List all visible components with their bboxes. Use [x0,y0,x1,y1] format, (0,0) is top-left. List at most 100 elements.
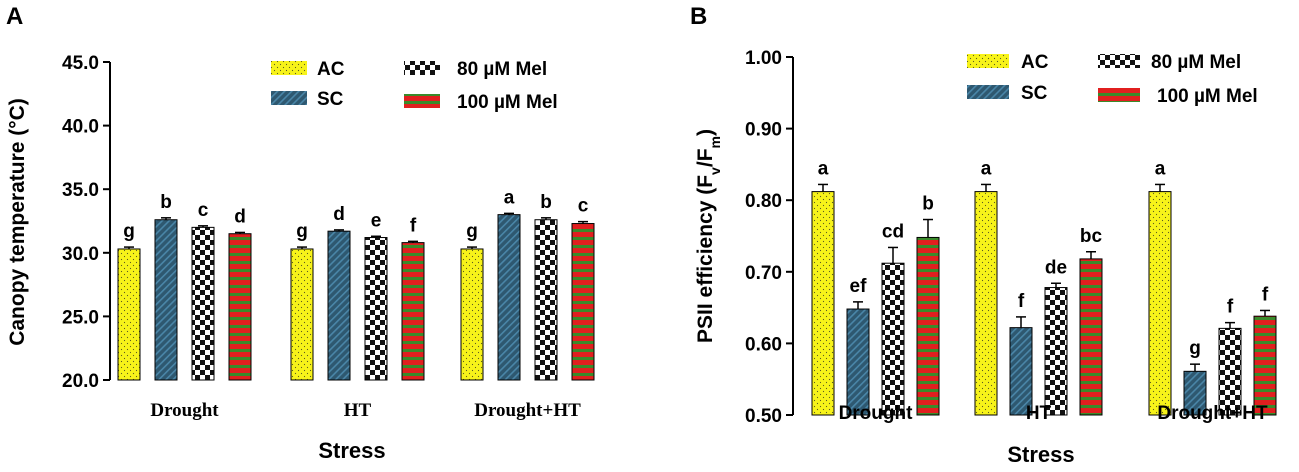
category-label: HT [1026,403,1052,424]
significance-letter: b [160,192,172,213]
x-axis-title-b: Stress [1007,442,1074,467]
y-tick-label: 0.60 [745,334,782,355]
y-axis-title-b-mid: /F [694,148,717,167]
y-axis-title-b-sub-m: m [707,136,723,148]
legend-label-100mel-a: 100 µM Mel [457,92,558,113]
y-axis-title-b-main: PSII efficiency (F [694,175,717,343]
category-label: Drought+HT [474,400,581,421]
bar-80mel-drought [191,226,215,381]
y-tick-label: 25.0 [62,307,99,328]
significance-letter: a [818,158,829,179]
legend-label-80mel-b: 80 µM Mel [1151,52,1241,73]
significance-letter: g [1189,338,1201,359]
y-axis-title-a: Canopy temperature (°C) [6,98,29,346]
chart-panel-b: 0.500.600.700.800.901.00 aefcdbafdebcagf… [694,48,1277,467]
bar-80mel-ht [1044,287,1068,416]
significance-letter: de [1045,257,1067,278]
legend-swatch-100mel-a [404,94,440,108]
y-axis-title-b: PSII efficiency (Fv/Fm) [694,129,723,343]
bar-sc-drought-ht [497,214,521,381]
y-axis-title-b-end: ) [694,129,717,136]
legend-label-ac-b: AC [1021,52,1049,73]
y-tick-label: 35.0 [62,180,99,201]
y-tick-label: 0.50 [745,406,782,427]
significance-letter: g [296,221,308,242]
bar-100mel-drought [228,233,252,381]
category-label: Drought [839,403,914,424]
legend-swatch-80mel-b [1098,54,1140,68]
category-label: HT [344,400,372,421]
y-tick-label: 0.90 [745,120,782,141]
bar-80mel-drought-ht [1218,327,1242,416]
bar-ac-drought-ht [460,248,484,381]
panel-label-b: B [690,3,707,30]
x-axis-title-a: Stress [318,438,385,463]
legend-a: AC SC 80 µM Mel 100 µM Mel [271,59,558,113]
category-labels-b: Drought HT Drought+HT [839,403,1268,424]
bars-a: g b c d g d e f g a b c [117,187,595,381]
significance-letter: g [466,221,478,242]
significance-letter: a [981,158,992,179]
y-tick-label: 1.00 [745,48,782,69]
significance-letter: a [504,187,515,208]
significance-letter: b [922,194,934,215]
significance-letter: d [333,204,345,225]
bar-ac-drought [811,191,835,416]
significance-letter: d [234,206,246,227]
legend-swatch-100mel-b [1098,88,1140,102]
bar-ac-drought [117,248,141,381]
category-labels-a: Drought HT Drought+HT [150,400,581,421]
panel-label-a: A [6,3,23,30]
bar-ac-drought-ht [1148,191,1172,416]
bar-ac-ht [290,248,314,381]
y-tick-label: 20.0 [62,371,99,392]
significance-letter: c [198,200,209,221]
y-tick-label: 45.0 [62,53,99,74]
bar-sc-ht [1009,327,1033,416]
bar-sc-drought [154,219,178,381]
bar-80mel-ht [364,237,388,381]
legend-swatch-80mel-a [404,61,440,75]
bar-sc-ht [327,230,351,381]
significance-letter: f [1262,284,1269,305]
bar-100mel-ht [1079,258,1103,416]
bar-80mel-drought [881,262,905,416]
chart-panel-a: 20.0 25.0 30.0 35.0 40.0 45.0 g b c d g d e f g a b c Dr… [6,53,595,463]
y-tick-label: 0.80 [745,191,782,212]
significance-letter: a [1155,158,1166,179]
legend-label-sc-b: SC [1021,83,1048,104]
significance-letter: f [1227,297,1234,318]
bar-100mel-drought [916,236,940,416]
legend-swatch-ac-b [967,54,1009,68]
y-axis-title-b-sub-v: v [707,167,723,175]
y-ticks-a: 20.0 25.0 30.0 35.0 40.0 45.0 [62,53,110,392]
category-label: Drought+HT [1157,403,1268,424]
bar-ac-ht [974,191,998,416]
bar-sc-drought [846,308,870,416]
legend-swatch-sc-b [967,85,1009,99]
y-tick-label: 30.0 [62,244,99,265]
significance-letter: c [578,196,589,217]
legend-label-sc-a: SC [317,89,344,110]
category-label: Drought [150,400,219,421]
legend-label-100mel-b: 100 µM Mel [1157,86,1258,107]
significance-letter: f [410,215,417,236]
y-tick-label: 0.70 [745,263,782,284]
bar-100mel-drought-ht [571,223,595,381]
bar-100mel-drought-ht [1253,315,1277,416]
legend-label-80mel-a: 80 µM Mel [457,59,547,80]
significance-letter: f [1018,291,1025,312]
y-ticks-b: 0.50 0.60 0.70 0.80 0.90 1.00 [745,48,793,427]
y-tick-label: 40.0 [62,117,99,138]
significance-letter: bc [1080,226,1103,247]
significance-letter: e [371,210,382,231]
significance-letter: b [540,192,552,213]
legend-label-ac-a: AC [317,59,345,80]
significance-letter: g [123,221,135,242]
bar-100mel-ht [401,242,425,381]
significance-letter: ef [850,276,868,297]
legend-b: AC SC 80 µM Mel 100 µM Mel [967,52,1258,107]
significance-letter: cd [882,221,904,242]
